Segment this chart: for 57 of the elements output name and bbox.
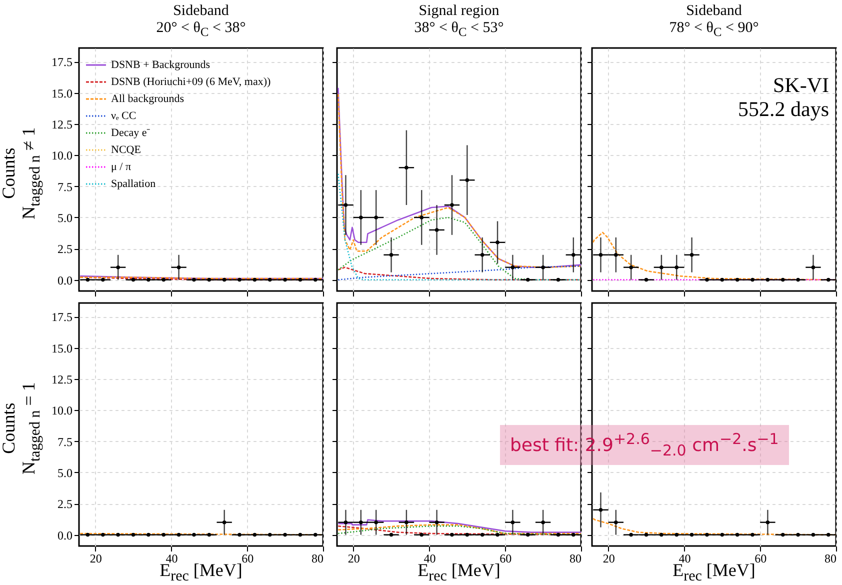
x-tick-label: 60 (242, 552, 254, 566)
point (465, 178, 470, 182)
y-tick-label: 12.5 (52, 118, 72, 132)
legend-label: DSNB (Horiuchi+09 (6 MeV, max)) (111, 76, 272, 88)
point (572, 252, 576, 257)
y-tick-label: 17.5 (52, 310, 72, 324)
x-tick-label: 80 (570, 552, 582, 566)
chart-title: Signal region (418, 3, 500, 19)
y-tick-label: 10.0 (52, 404, 72, 418)
x-tick-label: 80 (824, 552, 836, 566)
legend-label: μ / π (111, 161, 132, 173)
point (556, 278, 560, 282)
annotation: 552.2 days (738, 97, 829, 121)
point (450, 203, 454, 207)
point (420, 216, 424, 220)
chart-subtitle: 78° < θ$_{C}$ < 90° (669, 20, 759, 39)
legend-label: Spallation (111, 178, 156, 190)
point (404, 166, 408, 170)
y-tick-label: 7.5 (58, 180, 72, 194)
point (374, 216, 378, 220)
y-tick-label: 5.0 (58, 210, 72, 225)
annotation: SK-VI (773, 73, 829, 97)
point (480, 252, 484, 257)
y-tick-label: 15.0 (52, 86, 72, 100)
point (510, 265, 515, 270)
y-tick-label: 12.5 (52, 372, 72, 387)
x-tick-label: 20 (348, 552, 360, 566)
point (496, 240, 500, 244)
point (434, 228, 439, 232)
y-tick-label: 0.0 (58, 528, 72, 542)
y-tick-label: 17.5 (52, 55, 72, 70)
x-tick-label: 80 (312, 552, 324, 566)
chart-subtitle: 38° < θ$_{C}$ < 53° (414, 20, 504, 39)
point (389, 252, 394, 257)
x-tick-label: 20 (90, 552, 102, 566)
x-tick-label: 20 (602, 552, 615, 566)
y-tick-label: 5.0 (58, 466, 72, 480)
legend-label: All backgrounds (111, 93, 184, 105)
y-tick-label: 2.5 (58, 242, 72, 256)
legend-label: DSNB + Backgrounds (111, 59, 210, 71)
y-tick-label: 10.0 (52, 148, 72, 163)
y-tick-label: 7.5 (58, 434, 72, 449)
chart-title: Sideband (686, 3, 742, 19)
y-tick-label: 15.0 (52, 341, 72, 356)
point (359, 216, 363, 220)
x-tick-label: 60 (754, 552, 767, 566)
legend-label: NCQE (111, 144, 142, 156)
chart-title: Sideband (173, 3, 229, 19)
y-tick-label: 2.5 (58, 497, 72, 512)
point (526, 278, 530, 282)
point (541, 265, 545, 270)
x-tick-label: 60 (500, 552, 512, 566)
chart-subtitle: 20° < θ$_{C}$ < 38° (156, 20, 246, 39)
y-tick-label: 0.0 (58, 273, 72, 288)
legend-label: Decay e⁻ (111, 127, 151, 139)
legend-label: νₑ CC (111, 110, 136, 122)
point (344, 203, 348, 207)
